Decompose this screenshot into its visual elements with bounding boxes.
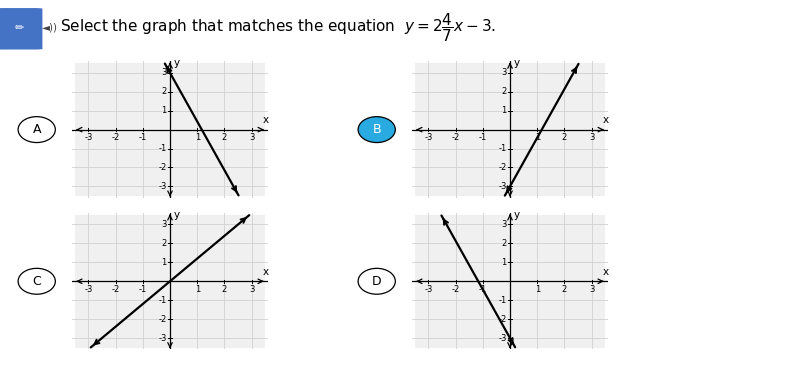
- Text: -1: -1: [138, 285, 147, 294]
- Text: D: D: [372, 275, 382, 288]
- Text: -1: -1: [138, 133, 147, 142]
- Text: 2: 2: [162, 87, 166, 96]
- Text: B: B: [373, 123, 381, 136]
- Text: -3: -3: [424, 133, 433, 142]
- Text: 3: 3: [589, 285, 594, 294]
- Text: 2: 2: [222, 285, 227, 294]
- Text: -3: -3: [498, 182, 506, 191]
- Text: 3: 3: [162, 220, 166, 229]
- Text: y: y: [174, 210, 179, 220]
- Text: -2: -2: [451, 285, 460, 294]
- Text: 1: 1: [194, 133, 200, 142]
- Text: 2: 2: [562, 133, 567, 142]
- Circle shape: [358, 268, 395, 294]
- Text: 1: 1: [534, 285, 540, 294]
- Text: -3: -3: [84, 133, 93, 142]
- Text: 1: 1: [162, 106, 166, 115]
- Text: -1: -1: [158, 296, 166, 305]
- Text: x: x: [262, 267, 268, 277]
- Text: A: A: [33, 123, 41, 136]
- Text: -2: -2: [498, 163, 506, 172]
- Text: Select the graph that matches the equation  $y = 2\dfrac{4}{7}x - 3$.: Select the graph that matches the equati…: [60, 11, 496, 44]
- Text: 2: 2: [502, 87, 506, 96]
- Text: 3: 3: [162, 68, 166, 77]
- Text: -3: -3: [158, 182, 166, 191]
- Text: x: x: [602, 116, 608, 126]
- Text: -1: -1: [478, 285, 487, 294]
- Text: x: x: [262, 116, 268, 126]
- FancyBboxPatch shape: [74, 63, 266, 196]
- Text: -3: -3: [84, 285, 93, 294]
- Text: y: y: [514, 58, 519, 68]
- Text: y: y: [174, 58, 179, 68]
- Circle shape: [18, 117, 55, 142]
- Text: -1: -1: [478, 133, 487, 142]
- Circle shape: [358, 117, 395, 142]
- Text: ✏: ✏: [14, 23, 24, 33]
- Text: 2: 2: [502, 239, 506, 248]
- Text: ◄)): ◄)): [42, 23, 58, 33]
- Text: 3: 3: [249, 285, 254, 294]
- FancyBboxPatch shape: [0, 8, 42, 50]
- Text: y: y: [514, 210, 519, 220]
- Text: -2: -2: [498, 314, 506, 324]
- Text: 3: 3: [589, 133, 594, 142]
- Text: 3: 3: [249, 133, 254, 142]
- Text: 1: 1: [194, 285, 200, 294]
- Text: 1: 1: [162, 258, 166, 267]
- Text: 2: 2: [562, 285, 567, 294]
- FancyBboxPatch shape: [74, 215, 266, 348]
- Text: -1: -1: [498, 296, 506, 305]
- Text: -2: -2: [158, 163, 166, 172]
- Text: C: C: [32, 275, 41, 288]
- Text: -2: -2: [451, 133, 460, 142]
- Text: 1: 1: [502, 258, 506, 267]
- Text: -2: -2: [111, 285, 120, 294]
- FancyBboxPatch shape: [414, 63, 606, 196]
- Text: -3: -3: [158, 334, 166, 343]
- Text: -2: -2: [111, 133, 120, 142]
- Text: 2: 2: [222, 133, 227, 142]
- Text: 1: 1: [502, 106, 506, 115]
- Text: -2: -2: [158, 314, 166, 324]
- Text: -1: -1: [158, 144, 166, 153]
- Text: 2: 2: [162, 239, 166, 248]
- Text: -3: -3: [424, 285, 433, 294]
- FancyBboxPatch shape: [414, 215, 606, 348]
- Text: 3: 3: [502, 220, 506, 229]
- Text: 1: 1: [534, 133, 540, 142]
- Text: -3: -3: [498, 334, 506, 343]
- Text: -1: -1: [498, 144, 506, 153]
- Text: 3: 3: [502, 68, 506, 77]
- Circle shape: [18, 268, 55, 294]
- Text: x: x: [602, 267, 608, 277]
